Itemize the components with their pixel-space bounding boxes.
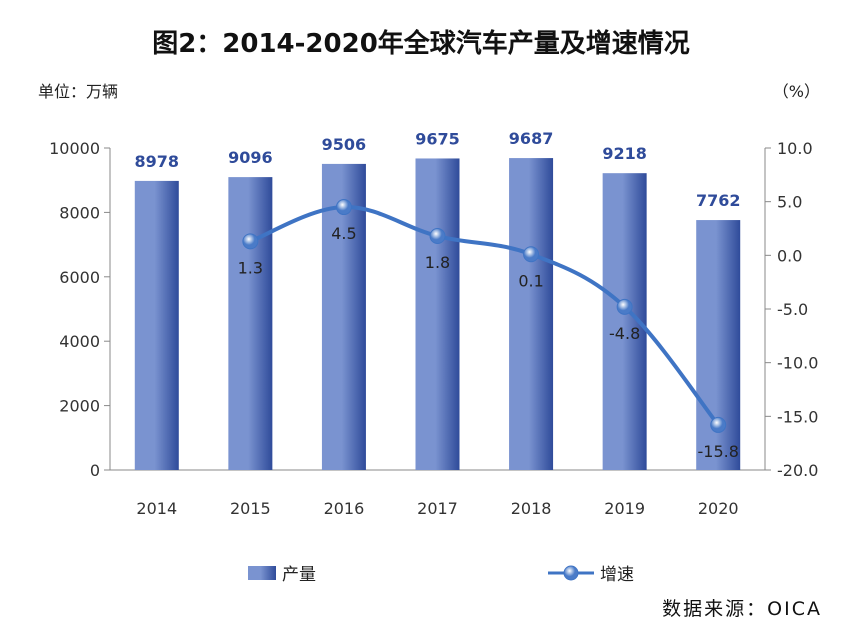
production-bar-label: 9687: [509, 129, 554, 148]
x-tick-label: 2018: [511, 499, 552, 518]
growth-line-layer: [242, 199, 727, 433]
production-bar-label: 9218: [602, 144, 647, 163]
growth-marker: [335, 199, 352, 216]
production-bar-label: 9096: [228, 148, 273, 167]
left-tick-label: 10000: [49, 139, 100, 158]
right-axis-unit: （%）: [773, 82, 820, 101]
production-bar-label: 7762: [696, 191, 741, 210]
x-tick-label: 2017: [417, 499, 458, 518]
growth-marker: [710, 416, 727, 433]
right-tick-label: 5.0: [777, 193, 802, 212]
left-y-axis: 0 2000 4000 6000 8000 10000: [49, 139, 111, 480]
growth-rate-label: -15.8: [698, 442, 739, 461]
left-tick-label: 6000: [59, 268, 100, 287]
legend-swatch-growth-marker: [563, 565, 579, 581]
legend: 产量 增速: [248, 565, 634, 585]
x-tick-label: 2014: [136, 499, 177, 518]
production-bar: [509, 158, 554, 470]
production-bar: [228, 177, 273, 470]
growth-rate-label: -4.8: [609, 324, 640, 343]
growth-line: [248, 205, 721, 427]
chart-title: 图2：2014-2020年全球汽车产量及增速情况: [152, 28, 690, 59]
left-tick-label: 4000: [59, 332, 100, 351]
right-tick-label: 10.0: [777, 139, 813, 158]
right-tick-label: -15.0: [777, 407, 818, 426]
production-bars: [134, 158, 741, 471]
growth-rate-label: 4.5: [331, 224, 356, 243]
production-bar-label: 9675: [415, 129, 460, 148]
production-bar-label: 8978: [135, 152, 180, 171]
production-bar: [415, 158, 460, 470]
growth-rate-label: 1.8: [425, 253, 450, 272]
growth-marker: [242, 233, 259, 250]
right-tick-label: -20.0: [777, 461, 818, 480]
production-bar: [134, 180, 179, 471]
legend-label-growth: 增速: [600, 565, 634, 585]
x-tick-label: 2016: [324, 499, 365, 518]
right-y-axis: -20.0 -15.0 -10.0 -5.0 0.0 5.0 10.0: [764, 139, 818, 480]
growth-rate-labels: 1.3 4.5 1.8 0.1 -4.8 -15.8: [238, 224, 739, 461]
growth-marker: [616, 298, 633, 315]
left-axis-unit: 单位：万辆: [38, 82, 118, 101]
x-tick-label: 2015: [230, 499, 271, 518]
production-bar-labels: 8978 9096 9506 9675 9687 9218 7762: [135, 129, 741, 210]
growth-marker: [429, 228, 446, 245]
left-tick-label: 2000: [59, 397, 100, 416]
legend-label-production: 产量: [282, 565, 316, 585]
x-tick-label: 2020: [698, 499, 739, 518]
right-tick-label: -5.0: [777, 300, 808, 319]
x-tick-label: 2019: [604, 499, 645, 518]
left-tick-label: 0: [90, 461, 100, 480]
left-tick-label: 8000: [59, 203, 100, 222]
growth-marker: [523, 246, 540, 263]
right-tick-label: -10.0: [777, 354, 818, 373]
legend-swatch-production: [248, 566, 276, 580]
growth-rate-label: 0.1: [518, 271, 543, 290]
data-source: 数据来源：OICA: [662, 598, 822, 620]
right-tick-label: 0.0: [777, 246, 802, 265]
production-bar-label: 9506: [322, 135, 367, 154]
x-axis: 2014 2015 2016 2017 2018 2019 2020: [110, 469, 765, 518]
growth-rate-label: 1.3: [238, 258, 263, 277]
